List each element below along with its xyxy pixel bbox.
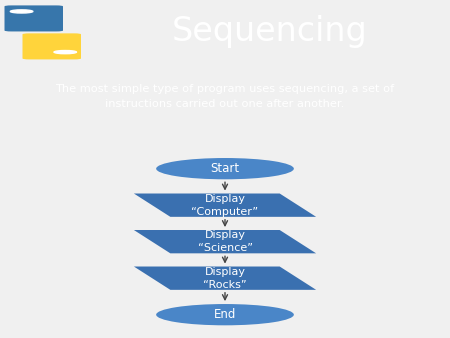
Polygon shape [134, 230, 316, 254]
Circle shape [10, 10, 33, 13]
Ellipse shape [156, 304, 294, 325]
FancyBboxPatch shape [4, 5, 63, 31]
Text: Display
“Computer”: Display “Computer” [191, 194, 259, 217]
Text: Sequencing: Sequencing [172, 15, 368, 48]
Polygon shape [134, 266, 316, 290]
Polygon shape [134, 193, 316, 217]
Text: The most simple type of program uses sequencing, a set of
instructions carried o: The most simple type of program uses seq… [55, 84, 395, 109]
Text: Start: Start [211, 162, 239, 175]
Text: Display
“Science”: Display “Science” [198, 230, 252, 253]
FancyBboxPatch shape [22, 33, 81, 59]
Circle shape [54, 50, 76, 54]
Text: End: End [214, 308, 236, 321]
Ellipse shape [156, 158, 294, 179]
Text: Display
“Rocks”: Display “Rocks” [203, 267, 247, 290]
